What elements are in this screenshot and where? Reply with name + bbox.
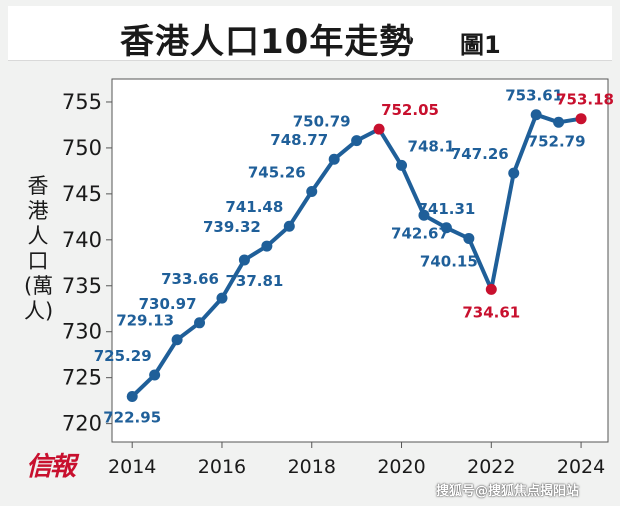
data-label: 740.15: [420, 252, 478, 270]
publisher-logo: 信報: [26, 452, 76, 482]
data-label: 722.95: [103, 409, 161, 427]
data-label: 753.61: [505, 87, 563, 105]
y-axis: 720 725 730 735 740 745 750 755: [62, 90, 112, 436]
data-point: [508, 167, 520, 179]
x-tick-label: 2014: [108, 456, 156, 478]
x-tick-label: 2018: [288, 456, 336, 478]
data-point: [194, 317, 206, 329]
data-point: [149, 369, 161, 381]
y-tick-label: 755: [62, 90, 102, 114]
x-tick-label: 2020: [377, 456, 425, 478]
y-axis-label: 香港人口(萬人): [24, 174, 54, 323]
data-point: [396, 159, 408, 171]
data-point: [171, 334, 183, 346]
data-label: 752.05: [381, 101, 439, 119]
data-point: [463, 232, 475, 244]
data-label: 752.79: [528, 132, 586, 150]
data-label: 737.81: [225, 272, 283, 290]
data-point: [575, 113, 587, 125]
data-label: 725.29: [94, 347, 152, 365]
data-label: 741.48: [225, 198, 283, 216]
data-label: 753.18: [556, 91, 614, 109]
y-tick-label: 745: [62, 182, 102, 206]
data-label: 748.1: [408, 137, 455, 155]
data-label: 729.13: [116, 312, 174, 330]
data-point: [440, 222, 452, 234]
data-point: [126, 391, 138, 403]
y-tick-label: 740: [62, 228, 102, 252]
data-label: 739.32: [203, 218, 261, 236]
data-label: 742.67: [391, 224, 449, 242]
data-point: [216, 292, 228, 304]
x-axis: 2014 2016 2018 2020 2022 2024: [108, 442, 605, 478]
data-label: 734.61: [462, 303, 520, 321]
data-label: 733.66: [161, 270, 219, 288]
x-tick-label: 2022: [467, 456, 515, 478]
data-label: 750.79: [293, 113, 351, 131]
data-point: [261, 240, 273, 252]
data-point: [283, 220, 295, 232]
y-tick-label: 750: [62, 136, 102, 160]
data-point: [485, 283, 497, 295]
watermark: 搜狐号@搜狐焦点揭阳站: [436, 484, 580, 499]
data-point: [238, 254, 250, 266]
data-point: [530, 109, 542, 121]
data-point: [553, 116, 565, 128]
data-label: 748.77: [270, 131, 328, 149]
data-label: 730.97: [139, 295, 197, 313]
title-bar: 香港人口10年走勢 圖1: [8, 6, 612, 62]
chart-subtitle: 圖1: [460, 31, 501, 59]
data-point: [418, 209, 430, 221]
x-tick-label: 2024: [557, 456, 605, 478]
x-tick-label: 2016: [198, 456, 246, 478]
data-point: [306, 185, 318, 197]
data-point: [373, 123, 385, 135]
data-label: 741.31: [417, 200, 475, 218]
data-label: 745.26: [248, 163, 306, 181]
data-points: [126, 109, 587, 403]
data-point: [328, 153, 340, 165]
y-tick-label: 735: [62, 274, 102, 298]
y-tick-label: 725: [62, 366, 102, 390]
chart-title: 香港人口10年走勢: [120, 22, 415, 62]
data-label: 747.26: [451, 145, 509, 163]
data-point: [351, 135, 363, 147]
y-tick-label: 730: [62, 320, 102, 344]
y-tick-label: 720: [62, 412, 102, 436]
